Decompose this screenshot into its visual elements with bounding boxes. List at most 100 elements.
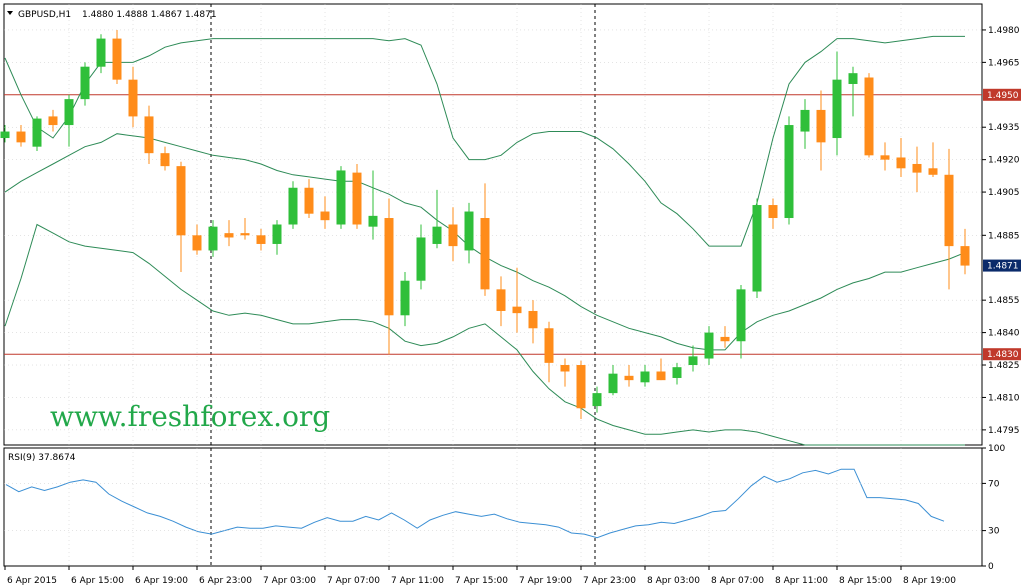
candle xyxy=(880,142,890,171)
candle xyxy=(528,300,538,344)
candle-body xyxy=(544,328,554,363)
price-tick-label: 1.4825 xyxy=(988,361,1020,371)
candle-body xyxy=(816,109,826,143)
candles xyxy=(0,29,970,420)
candle-body xyxy=(416,237,426,281)
candle-body xyxy=(832,79,842,139)
candle-body xyxy=(928,168,938,175)
candle-body xyxy=(688,356,698,366)
candle xyxy=(672,362,682,385)
candle xyxy=(240,218,250,240)
candle-body xyxy=(784,125,794,219)
candle xyxy=(304,179,314,219)
candle-body xyxy=(112,38,122,80)
candle xyxy=(400,272,410,327)
candle-body xyxy=(288,187,298,225)
time-tick-label: 7 Apr 07:00 xyxy=(327,576,380,585)
horizontal-levels[interactable] xyxy=(4,94,982,355)
candle-body xyxy=(944,174,954,247)
candle xyxy=(544,321,554,383)
candle-body xyxy=(96,38,106,67)
candle xyxy=(512,267,522,333)
candle-body xyxy=(800,109,810,132)
candle xyxy=(720,326,730,348)
candle-body xyxy=(736,289,746,342)
candle xyxy=(128,66,138,128)
candle xyxy=(784,116,794,225)
candle xyxy=(64,94,74,147)
rsi-tick-label: 30 xyxy=(988,527,1000,537)
price-tick-label: 1.4855 xyxy=(988,296,1020,306)
time-tick-label: 7 Apr 11:00 xyxy=(391,576,444,585)
candle-body xyxy=(160,153,170,167)
candle-body xyxy=(768,205,778,219)
candle xyxy=(832,51,842,156)
candle-body xyxy=(464,211,474,251)
candle-body xyxy=(144,116,154,154)
candle xyxy=(480,183,490,296)
candle-body xyxy=(448,224,458,247)
candle xyxy=(0,125,10,143)
candle xyxy=(288,181,298,229)
candle xyxy=(848,66,858,117)
candle xyxy=(928,142,938,177)
level-price-tag xyxy=(983,88,1021,101)
price-tick-label: 1.4840 xyxy=(988,329,1020,339)
candle xyxy=(160,146,170,171)
candle-body xyxy=(576,365,586,409)
candle-body xyxy=(848,73,858,84)
time-tick-label: 8 Apr 07:00 xyxy=(711,576,764,585)
candle-body xyxy=(624,375,634,381)
level-price-label: 1.4950 xyxy=(987,91,1019,101)
candle-body xyxy=(400,280,410,316)
rsi-tick-label: 0 xyxy=(988,562,994,572)
candle-body xyxy=(880,155,890,160)
candle-body xyxy=(960,246,970,266)
time-tick-label: 6 Apr 15:00 xyxy=(71,576,124,585)
price-tick-label: 1.4795 xyxy=(988,426,1020,436)
candle-body xyxy=(176,166,186,236)
candle-body xyxy=(480,218,490,290)
price-tick-label: 1.4920 xyxy=(988,156,1020,166)
candle xyxy=(704,326,714,366)
candle xyxy=(624,365,634,387)
candle-body xyxy=(272,224,282,244)
candle xyxy=(640,365,650,387)
chart-header: GBPUSD,H1 1.4880 1.4888 1.4867 1.4871 xyxy=(7,10,217,20)
candle xyxy=(384,198,394,355)
candle xyxy=(352,163,362,229)
candle xyxy=(592,386,602,413)
rsi-indicator xyxy=(4,468,982,539)
price-axis: 1.4980 1.4965 1.4935 1.4920 1.4905 1.4885 1.48… xyxy=(982,26,1021,572)
candle-body xyxy=(0,131,10,139)
time-tick-label: 8 Apr 19:00 xyxy=(903,576,956,585)
time-tick-label: 7 Apr 15:00 xyxy=(455,576,508,585)
candle-body xyxy=(720,336,730,342)
candle-body xyxy=(48,116,58,126)
candle xyxy=(48,109,58,132)
candle xyxy=(368,170,378,240)
candle xyxy=(496,276,506,327)
candle xyxy=(208,220,218,257)
triangle-down-icon[interactable] xyxy=(7,11,13,15)
candle-body xyxy=(496,289,506,311)
rsi-label: RSI(9) 37.8674 xyxy=(8,453,76,463)
candle-body xyxy=(672,367,682,378)
candle xyxy=(16,125,26,147)
candle-body xyxy=(432,226,442,244)
current-price-tag xyxy=(983,259,1021,272)
candle-body xyxy=(512,306,522,314)
candle xyxy=(432,189,442,249)
symbol-label: GBPUSD,H1 xyxy=(18,10,71,20)
candle xyxy=(192,224,202,255)
candle xyxy=(112,29,122,84)
candle-body xyxy=(528,310,538,329)
price-tick-label: 1.4980 xyxy=(988,26,1020,36)
candle xyxy=(464,202,474,264)
candle xyxy=(864,73,874,158)
candle-body xyxy=(384,218,394,316)
candle-body xyxy=(864,77,874,156)
time-tick-label: 7 Apr 03:00 xyxy=(263,576,316,585)
